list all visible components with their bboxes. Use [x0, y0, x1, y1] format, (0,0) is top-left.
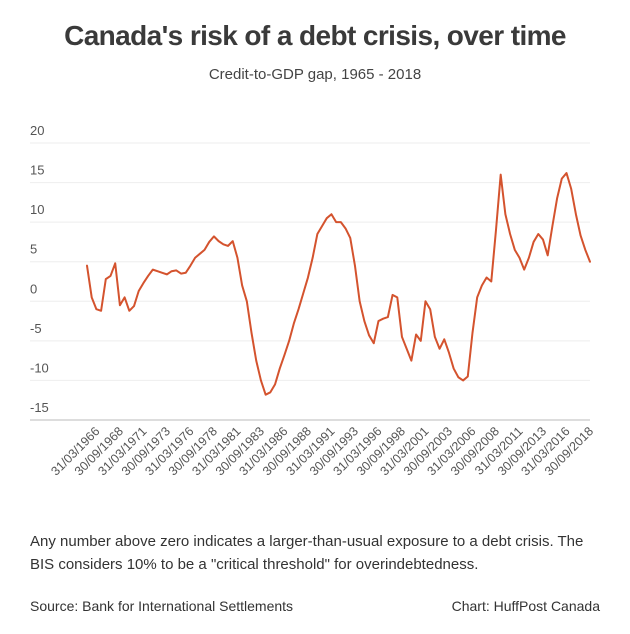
credit: Chart: HuffPost Canada: [451, 598, 600, 614]
y-tick-label: 15: [30, 163, 44, 178]
y-tick-label: 20: [30, 123, 44, 138]
y-tick-label: -5: [30, 321, 42, 336]
y-tick-label: -15: [30, 400, 49, 415]
chart-title: Canada's risk of a debt crisis, over tim…: [64, 20, 566, 51]
data-line: [86, 172, 591, 396]
y-tick-label: -10: [30, 360, 49, 375]
y-tick-label: 0: [30, 281, 37, 296]
y-tick-label: 5: [30, 242, 37, 257]
chart: -15-10-50510152031/03/196630/09/196831/0…: [30, 123, 596, 478]
y-tick-label: 10: [30, 202, 44, 217]
note: Any number above zero indicates a larger…: [30, 533, 584, 573]
chart-subtitle: Credit-to-GDP gap, 1965 - 2018: [208, 66, 422, 83]
source: Source: Bank for International Settlemen…: [30, 598, 294, 614]
